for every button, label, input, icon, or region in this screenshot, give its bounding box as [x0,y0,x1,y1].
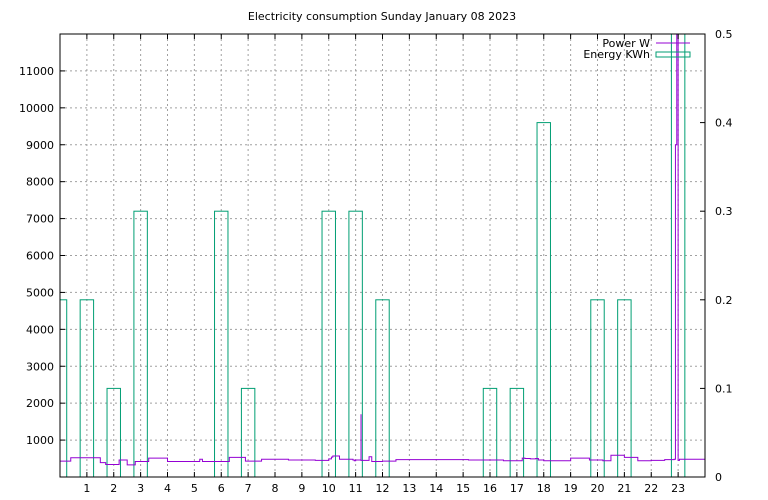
energy-bar [482,387,498,478]
y-left-tick-label: 11000 [19,65,54,78]
x-tick-label: 13 [402,482,416,495]
x-axis: 1 2 3 4 5 6 7 8 9 10 11 12 13 14 15 16 17 18 19 20 21 22 23 [83,34,685,495]
x-tick-label: 5 [191,482,198,495]
power-series [60,33,706,466]
x-tick-label: 6 [218,482,225,495]
x-tick-label: 16 [483,482,497,495]
chart-title: Electricity consumption Sunday January 0… [248,10,516,23]
y-left-tick-label: 4000 [26,323,54,336]
legend-swatch-energy [655,51,691,58]
x-tick-label: 12 [376,482,390,495]
x-tick-label: 4 [164,482,171,495]
x-tick-label: 17 [510,482,524,495]
y-left-tick-label: 3000 [26,360,54,373]
x-tick-label: 1 [83,482,90,495]
legend: Power W Energy KWh [583,37,691,61]
y-left-tick-label: 9000 [26,139,54,152]
y-left-tick-label: 7000 [26,213,54,226]
y-right-tick-label: 0 [715,471,722,484]
y-axis-left: 1000 2000 3000 4000 5000 6000 7000 8000 9000 1000… [19,65,65,447]
x-tick-label: 3 [137,482,144,495]
x-tick-label: 14 [429,482,443,495]
power-line-path [60,33,706,466]
legend-label-energy: Energy KWh [583,48,650,61]
y-left-tick-label: 1000 [26,434,54,447]
y-left-tick-label: 8000 [26,176,54,189]
x-tick-label: 9 [298,482,305,495]
y-right-tick-label: 0.2 [715,294,733,307]
y-axis-right: 0 0.1 0.2 0.3 0.4 0.5 [700,28,733,484]
x-tick-label: 7 [245,482,252,495]
x-tick-label: 23 [671,482,685,495]
y-left-tick-label: 2000 [26,397,54,410]
grid-lines [60,34,705,477]
y-left-tick-label: 6000 [26,250,54,263]
energy-bar [59,299,68,478]
energy-bar [509,387,525,478]
x-tick-label: 10 [322,482,336,495]
x-tick-label: 22 [644,482,658,495]
x-tick-label: 21 [617,482,631,495]
y-right-tick-label: 0.3 [715,205,733,218]
x-tick-label: 8 [272,482,279,495]
y-right-tick-label: 0.1 [715,382,733,395]
y-left-tick-label: 10000 [19,102,54,115]
x-tick-label: 20 [591,482,605,495]
energy-bar [106,387,121,478]
legend-label-power: Power W [602,37,650,50]
x-tick-label: 19 [564,482,578,495]
y-left-tick-label: 5000 [26,286,54,299]
energy-bar [240,387,256,478]
x-tick-label: 18 [537,482,551,495]
y-right-tick-label: 0.5 [715,28,733,41]
x-tick-label: 11 [349,482,363,495]
x-tick-label: 15 [456,482,470,495]
x-tick-label: 2 [110,482,117,495]
y-right-tick-label: 0.4 [715,117,733,130]
